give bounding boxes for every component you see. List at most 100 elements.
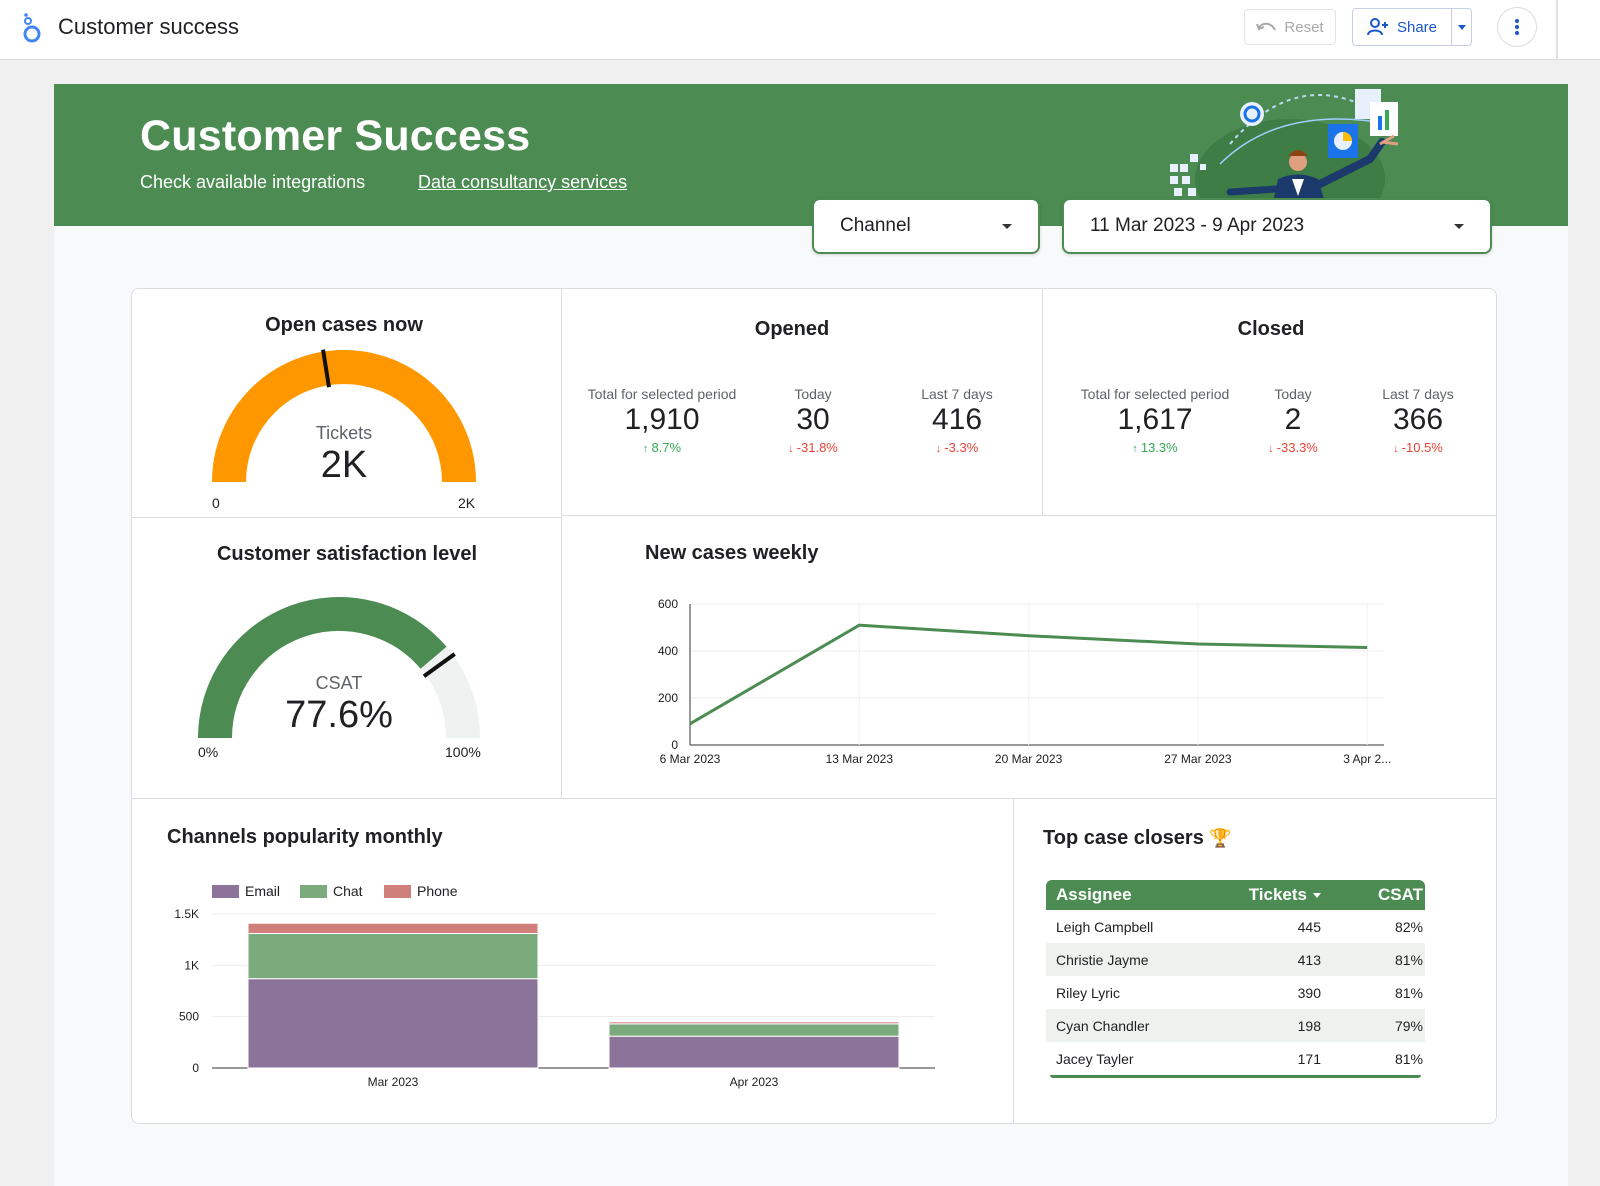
top-closers-title: Top case closers 🏆 [1043,827,1232,850]
kpi-value: 30 [796,403,830,436]
chevron-down-icon [1457,24,1466,30]
x-tick-label: 3 Apr 2... [1343,752,1391,766]
arrow-down-icon: ↓ [1393,443,1402,455]
kpi-delta-value: -10.5% [1401,440,1443,455]
legend-swatch [300,885,327,898]
x-tick-label: 6 Mar 2023 [660,752,721,766]
cell-assignee: Cyan Chandler [1056,1017,1150,1034]
legend-label: Phone [417,883,458,899]
open-cases-label: Tickets [315,423,373,443]
bar-segment [608,1035,900,1069]
kpi-delta: ↓ -31.8% [723,440,903,455]
channel-filter[interactable]: Channel [812,198,1040,254]
kpi-label: Total for selected period [587,386,737,402]
closed-title: Closed [1237,318,1305,340]
gauge-fill [198,597,447,739]
column-header-tickets[interactable]: Tickets [1216,885,1321,905]
cell-csat: 81% [1394,1050,1423,1067]
table-header: Assignee Tickets CSAT [1046,880,1425,910]
consultancy-link[interactable]: Data consultancy services [418,172,628,192]
divider [1042,289,1043,515]
csat-title: Customer satisfaction level [216,543,478,565]
kpi-delta: ↑ 13.3% [1065,440,1245,455]
column-header-csat[interactable]: CSAT [1377,885,1423,904]
cell-csat: 79% [1394,1017,1423,1034]
csat-gauge [198,597,480,739]
x-tick-label: Apr 2023 [730,1075,779,1089]
cell-tickets: 413 [1297,951,1321,968]
gauge-fill [212,350,476,483]
open-cases-gauge [212,349,476,483]
kpi-delta-value: -33.3% [1276,440,1318,455]
date-range-filter[interactable]: 11 Mar 2023 - 9 Apr 2023 [1062,198,1492,254]
app-bar: Customer success Reset Share [0,0,1600,60]
arrow-down-icon: ↓ [1268,443,1277,455]
x-tick-label: 20 Mar 2023 [995,752,1063,766]
y-tick-label: 400 [658,644,678,658]
table-row[interactable]: Riley Lyric 390 81% [1046,976,1425,1009]
kpi-label: Total for selected period [1080,386,1230,402]
bar-segment [247,922,539,935]
share-label: Share [1396,18,1438,36]
table-row[interactable]: Jacey Tayler 171 81% [1046,1042,1425,1075]
cell-tickets: 390 [1297,984,1321,1001]
divider [132,517,562,518]
new-cases-line-chart: 0 200 400 600 6 Mar 2023 13 Mar 2023 20 Mar 20… [658,597,1391,766]
y-tick-label: 500 [179,1010,199,1024]
legend-label: Email [245,883,280,899]
kpi-delta: ↓ -3.3% [867,440,1047,455]
undo-icon [1256,22,1277,31]
y-tick-label: 1.5K [174,907,199,921]
bar-segment [247,978,539,1069]
legend-swatch [212,885,239,898]
arrow-down-icon: ↓ [935,443,945,455]
table-row[interactable]: Cyan Chandler 198 79% [1046,1009,1425,1042]
kpi-value: 2 [1284,403,1302,436]
gauge-max-label: 100% [445,744,481,760]
cell-csat: 81% [1394,951,1423,968]
table-row[interactable]: Leigh Campbell 445 82% [1046,910,1425,943]
kpi-delta: ↑ 8.7% [572,440,752,455]
y-tick-label: 1K [184,958,199,972]
opened-title: Opened [754,318,830,340]
arrow-down-icon: ↓ [788,443,797,455]
gauge-min-label: 0 [212,495,220,511]
gauge-target-marker [321,349,331,388]
bar-segment [608,1023,900,1037]
cell-assignee: Christie Jayme [1056,951,1149,968]
kpi-delta-value: 8.7% [651,440,682,455]
table-row[interactable]: Christie Jayme 413 81% [1046,943,1425,976]
banner-title: Customer Success [140,112,531,160]
cell-assignee: Jacey Tayler [1056,1050,1134,1067]
gauge-min-label: 0% [198,744,219,760]
line-chart-title: New cases weekly [645,542,819,564]
kpi-delta: ↓ -10.5% [1328,440,1508,455]
divider [132,798,1496,799]
trophy-icon: 🏆 [1209,828,1232,848]
open-cases-title: Open cases now [265,314,423,336]
scrollbar[interactable] [1556,0,1558,60]
chevron-down-icon [1454,224,1464,229]
top-closers-table: Assignee Tickets CSAT Leigh Campbell 445 8… [1046,880,1425,1078]
reset-button[interactable]: Reset [1244,9,1336,45]
more-options-button[interactable] [1497,7,1537,47]
y-tick-label: 0 [671,738,678,752]
share-main[interactable]: Share [1353,9,1451,45]
looker-studio-logo-icon [23,13,41,43]
share-dropdown[interactable] [1451,9,1471,45]
cell-csat: 82% [1394,918,1423,935]
kpi-delta-value: -3.3% [944,440,979,455]
share-button[interactable]: Share [1352,8,1472,46]
csat-value: 77.6% [285,694,393,736]
legend-label: Chat [333,883,363,899]
more-vert-icon [1515,19,1519,35]
integrations-link[interactable]: Check available integrations [140,172,366,192]
arrow-up-icon: ↑ [642,443,652,455]
column-header-assignee[interactable]: Assignee [1056,885,1132,904]
kpi-value: 366 [1392,403,1444,436]
open-cases-value: 2K [320,444,368,486]
cell-assignee: Leigh Campbell [1056,918,1154,935]
bar-segment [247,933,539,980]
banner-illustration [1170,89,1399,226]
y-tick-label: 200 [658,691,678,705]
